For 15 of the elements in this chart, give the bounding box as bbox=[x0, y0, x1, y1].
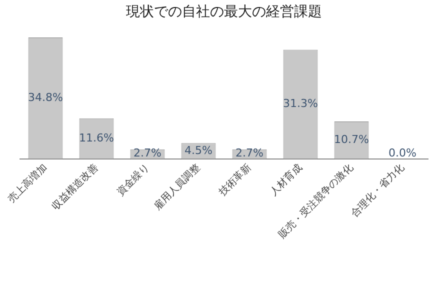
data-label: 31.3% bbox=[283, 97, 318, 110]
data-label: 11.6% bbox=[79, 131, 114, 144]
x-tick-label: 収益構造改善 bbox=[50, 162, 100, 212]
data-label: 0.0% bbox=[388, 146, 416, 160]
data-label: 10.7% bbox=[334, 133, 369, 146]
x-tick-label: 雇用人員調整 bbox=[152, 162, 202, 212]
chart-title: 現状での自社の最大の経営課題 bbox=[126, 4, 322, 20]
data-label: 2.7% bbox=[236, 146, 264, 160]
x-tick-label: 技術革新 bbox=[216, 162, 254, 199]
data-label: 34.8% bbox=[28, 91, 63, 104]
data-label: 2.7% bbox=[134, 146, 162, 160]
x-tick-label: 人材育成 bbox=[268, 162, 304, 198]
data-label: 4.5% bbox=[184, 144, 212, 157]
x-tick-label: 資金繰り bbox=[114, 162, 152, 198]
x-tick-label: 売上高増加 bbox=[6, 162, 50, 206]
